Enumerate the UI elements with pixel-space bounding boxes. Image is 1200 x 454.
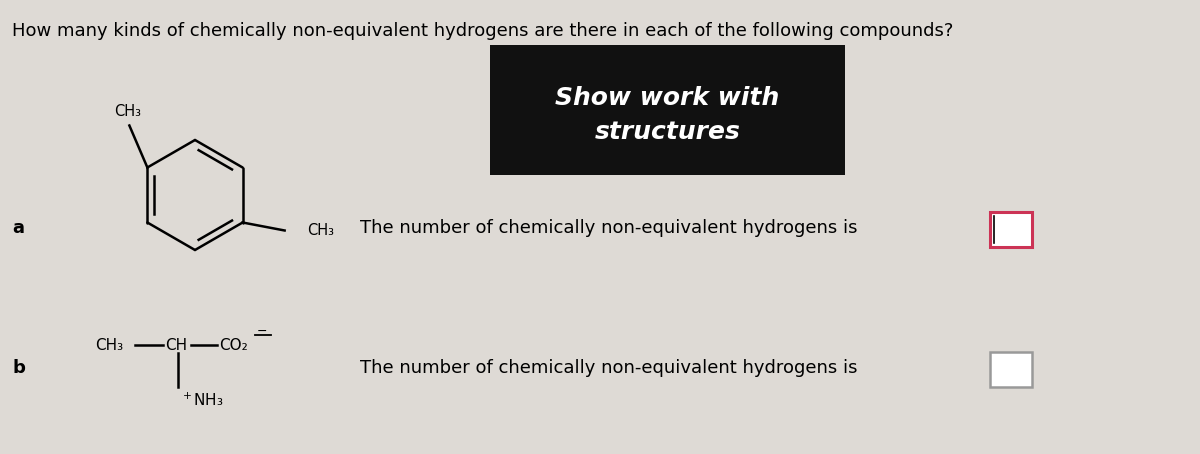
Text: −: − — [257, 325, 268, 337]
Text: a: a — [12, 219, 24, 237]
Text: CH: CH — [166, 337, 187, 352]
Text: $^+$NH₃: $^+$NH₃ — [180, 391, 223, 409]
Text: The number of chemically non-equivalent hydrogens is: The number of chemically non-equivalent … — [360, 359, 858, 377]
Text: CO₂: CO₂ — [220, 337, 247, 352]
Text: How many kinds of chemically non-equivalent hydrogens are there in each of the f: How many kinds of chemically non-equival… — [12, 22, 953, 40]
Text: CH₃: CH₃ — [114, 104, 140, 119]
Text: CH₃: CH₃ — [95, 337, 124, 352]
Text: CH₃: CH₃ — [307, 223, 334, 238]
Text: Show work with
structures: Show work with structures — [556, 86, 780, 144]
FancyBboxPatch shape — [990, 212, 1032, 247]
Text: b: b — [12, 359, 25, 377]
Text: The number of chemically non-equivalent hydrogens is: The number of chemically non-equivalent … — [360, 219, 858, 237]
FancyBboxPatch shape — [990, 352, 1032, 387]
FancyBboxPatch shape — [490, 45, 845, 175]
